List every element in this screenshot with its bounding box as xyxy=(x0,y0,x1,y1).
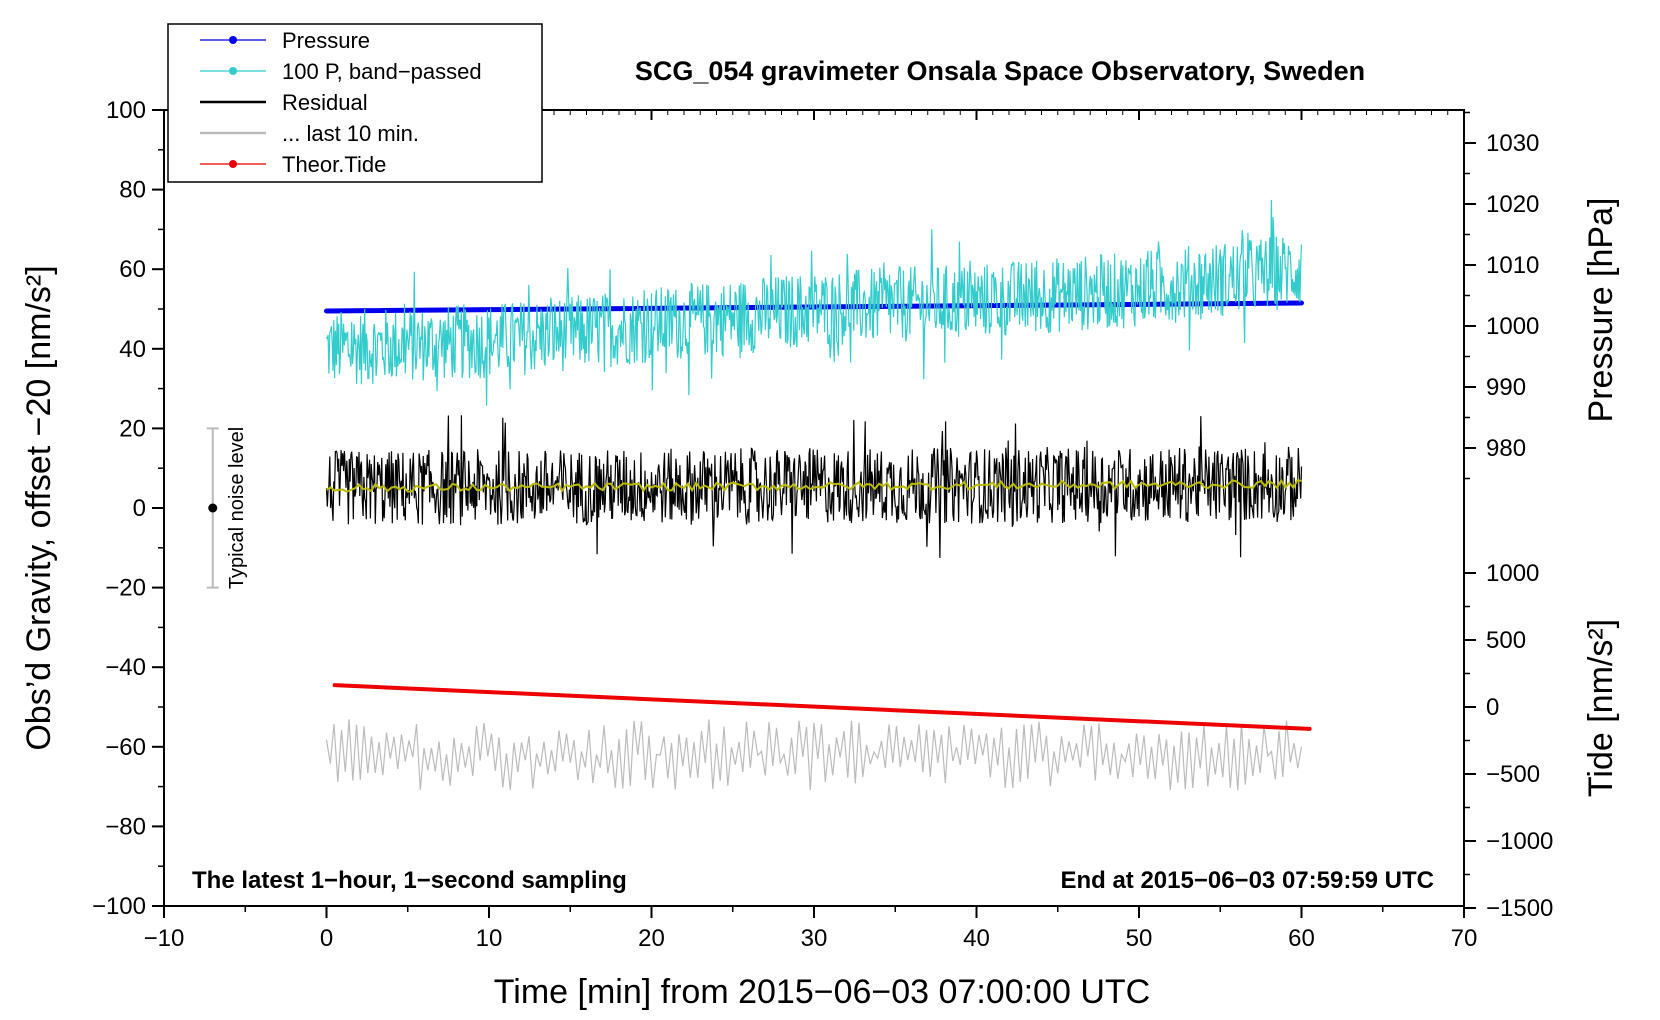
tide-tick-label: 1000 xyxy=(1486,560,1539,587)
tide-tick-label: 500 xyxy=(1486,627,1526,654)
y-tick-label: −20 xyxy=(105,575,146,602)
y-tick-label: 40 xyxy=(119,336,146,363)
y-tick-label: 20 xyxy=(119,415,146,442)
pressure-axis-ticks: 980 990 1000 1010 1020 1030 xyxy=(1464,111,1539,480)
pressure-tick-label: 1000 xyxy=(1486,313,1539,340)
pressure-tick-label: 1030 xyxy=(1486,130,1539,157)
series-last-10-min xyxy=(325,719,1303,791)
y-tick-label: 60 xyxy=(119,256,146,283)
y-tick-label: 0 xyxy=(133,495,146,522)
noise-bar-label: Typical noise level xyxy=(226,427,248,589)
tide-tick-label: −1500 xyxy=(1486,895,1553,922)
y-axis-title-pressure: Pressure [hPa] xyxy=(1582,198,1620,423)
legend-label: Residual xyxy=(282,90,368,115)
x-tick-label: −10 xyxy=(144,925,185,952)
tide-axis-ticks: 1000 500 0 −500 −1000 −1500 xyxy=(1464,560,1553,922)
series-theor-tide xyxy=(332,683,1312,731)
legend: Pressure 100 P, band−passed Residual ... la… xyxy=(167,23,543,183)
x-axis-title: Time [min] from 2015−06−03 07:00:00 UTC xyxy=(494,973,1150,1011)
y-axis-title-tide: Tide [nm/s²] xyxy=(1582,619,1620,797)
legend-label: 100 P, band−passed xyxy=(282,59,482,84)
y-tick-label: −80 xyxy=(105,813,146,840)
y-axis-ticks: −100 −80 −60 −40 −20 0 20 40 60 80 100 xyxy=(92,97,164,920)
x-tick-label: 0 xyxy=(320,925,333,952)
series-100-p-band-passed xyxy=(325,199,1303,406)
tide-tick-label: −1000 xyxy=(1486,828,1553,855)
legend-marker xyxy=(229,160,237,168)
x-tick-label: 20 xyxy=(638,925,665,952)
pressure-tick-label: 1020 xyxy=(1486,191,1539,218)
pressure-tick-label: 980 xyxy=(1486,435,1526,462)
legend-marker xyxy=(229,36,237,44)
series-layer xyxy=(324,199,1312,791)
tide-tick-label: −500 xyxy=(1486,761,1540,788)
legend-label: Theor.Tide xyxy=(282,152,386,177)
x-tick-label: 50 xyxy=(1126,925,1153,952)
x-tick-label: 70 xyxy=(1451,925,1478,952)
series-smoothed-residual xyxy=(326,478,1302,493)
legend-label: ... last 10 min. xyxy=(282,121,419,146)
noise-level-bar: Typical noise level xyxy=(206,427,248,589)
noise-bar-center xyxy=(208,503,218,513)
y-tick-label: 80 xyxy=(119,177,146,204)
y-axis-title-left: Obs’d Gravity, offset −20 [nm/s²] xyxy=(20,265,58,750)
pressure-tick-label: 1010 xyxy=(1486,252,1539,279)
chart-title: SCG_054 gravimeter Onsala Space Observat… xyxy=(635,56,1365,86)
y-tick-label: −40 xyxy=(105,654,146,681)
tide-tick-label: 0 xyxy=(1486,694,1499,721)
x-tick-label: 40 xyxy=(963,925,990,952)
y-tick-label: 100 xyxy=(106,97,146,124)
x-tick-label: 10 xyxy=(476,925,503,952)
y-tick-label: −100 xyxy=(92,893,146,920)
series-residual xyxy=(325,415,1303,559)
y-tick-label: −60 xyxy=(105,734,146,761)
legend-marker xyxy=(229,67,237,75)
x-axis-ticks: −10 0 10 20 30 40 50 60 70 xyxy=(144,110,1478,952)
legend-label: Pressure xyxy=(282,28,370,53)
x-tick-label: 60 xyxy=(1288,925,1315,952)
pressure-tick-label: 990 xyxy=(1486,374,1526,401)
annotation-end-time: End at 2015−06−03 07:59:59 UTC xyxy=(1060,867,1434,894)
x-tick-label: 30 xyxy=(801,925,828,952)
annotation-sampling: The latest 1−hour, 1−second sampling xyxy=(192,867,627,894)
